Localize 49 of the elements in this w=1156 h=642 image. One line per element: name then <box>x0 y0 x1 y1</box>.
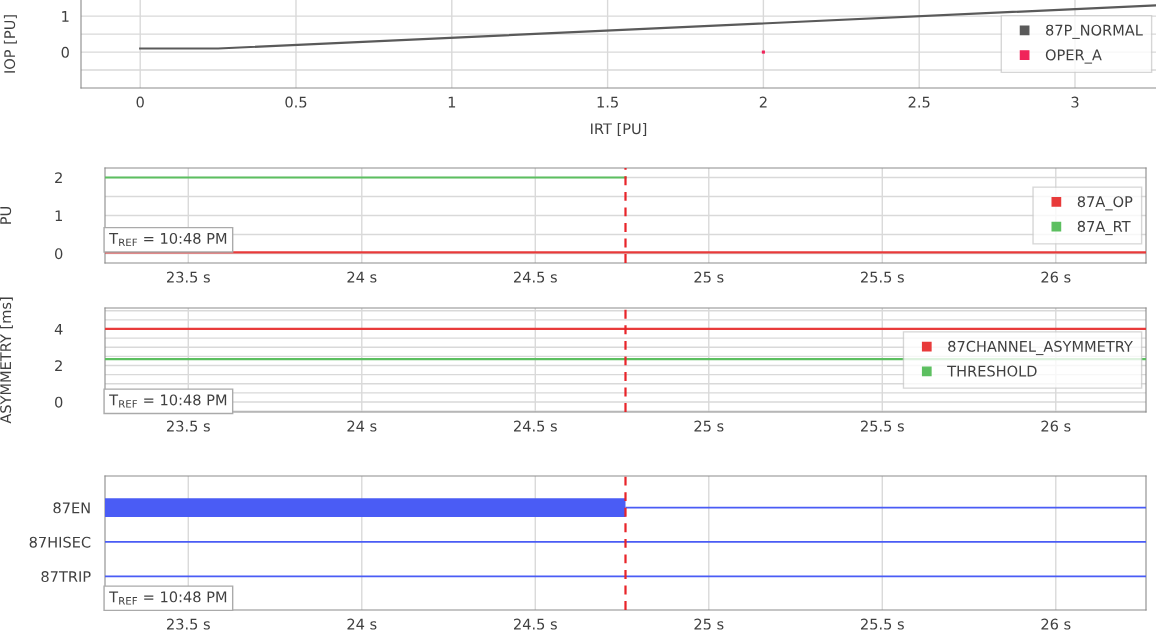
x-tick-label: 3 <box>1071 96 1079 108</box>
y-tick-label: 87HISEC <box>29 536 91 548</box>
y-axis-title: PU <box>0 207 12 224</box>
x-tick-label: 24.5 s <box>514 420 557 432</box>
annotation: T$_{REF}$ = 10:48 PM <box>109 232 227 247</box>
y-tick-label: 87TRIP <box>41 571 91 583</box>
y-tick-label: 0 <box>55 248 63 260</box>
y-tick-label: 1 <box>55 210 62 222</box>
legend-label: 87CHANNEL_ASYMMETRY <box>948 340 1133 356</box>
x-tick-label: 24.5 s <box>514 271 557 283</box>
x-tick-label: 25 s <box>694 271 724 283</box>
x-tick-label: 23.5 s <box>167 420 210 432</box>
annotation: T$_{REF}$ = 10:48 PM <box>109 591 227 605</box>
legend-label: OPER_A <box>1045 49 1102 64</box>
y-tick-label: 4 <box>54 323 63 335</box>
y-axis-title: ASYMMETRY [ms] <box>0 297 13 424</box>
x-tick-label: 25.5 s <box>861 618 904 630</box>
x-tick-label: 23.5 s <box>167 271 210 283</box>
x-tick-label: 25 s <box>694 618 724 630</box>
x-tick-label: 1 <box>448 96 456 108</box>
x-tick-label: 26 s <box>1041 271 1071 283</box>
y-tick-label: 0 <box>61 46 69 58</box>
x-tick-label: 26 s <box>1041 618 1071 630</box>
legend-label: THRESHOLD <box>947 365 1037 377</box>
x-tick-label: 2.5 <box>908 96 930 108</box>
x-tick-label: 25 s <box>694 420 724 432</box>
y-tick-label: 87EN <box>53 502 90 514</box>
legend-label: 87A_OP <box>1077 196 1133 211</box>
x-tick-label: 1.5 <box>597 96 618 108</box>
y-axis-title: IOP [PU] <box>3 15 17 73</box>
x-tick-label: 0 <box>136 96 144 108</box>
y-tick-label: 2 <box>55 172 62 184</box>
y-tick-label: 2 <box>55 360 62 372</box>
x-tick-label: 24 s <box>347 618 377 630</box>
x-tick-label: 2 <box>759 96 767 108</box>
y-tick-label: 0 <box>55 396 63 408</box>
x-tick-label: 24 s <box>347 420 377 432</box>
annotation: T$_{REF}$ = 10:48 PM <box>109 394 227 408</box>
y-tick-label: 1 <box>62 11 69 22</box>
x-tick-label: 25.5 s <box>861 271 904 283</box>
x-tick-label: 24.5 s <box>514 618 557 630</box>
x-tick-label: 25.5 s <box>861 420 904 432</box>
x-tick-label: 23.5 s <box>167 618 210 630</box>
x-tick-label: 24 s <box>347 271 377 283</box>
x-axis-title: IRT [PU] <box>591 122 647 136</box>
x-tick-label: 26 s <box>1041 420 1071 432</box>
legend-label: 87A_RT <box>1077 220 1131 236</box>
legend-label: 87P_NORMAL <box>1046 24 1143 39</box>
x-tick-label: 0.5 <box>285 96 307 108</box>
